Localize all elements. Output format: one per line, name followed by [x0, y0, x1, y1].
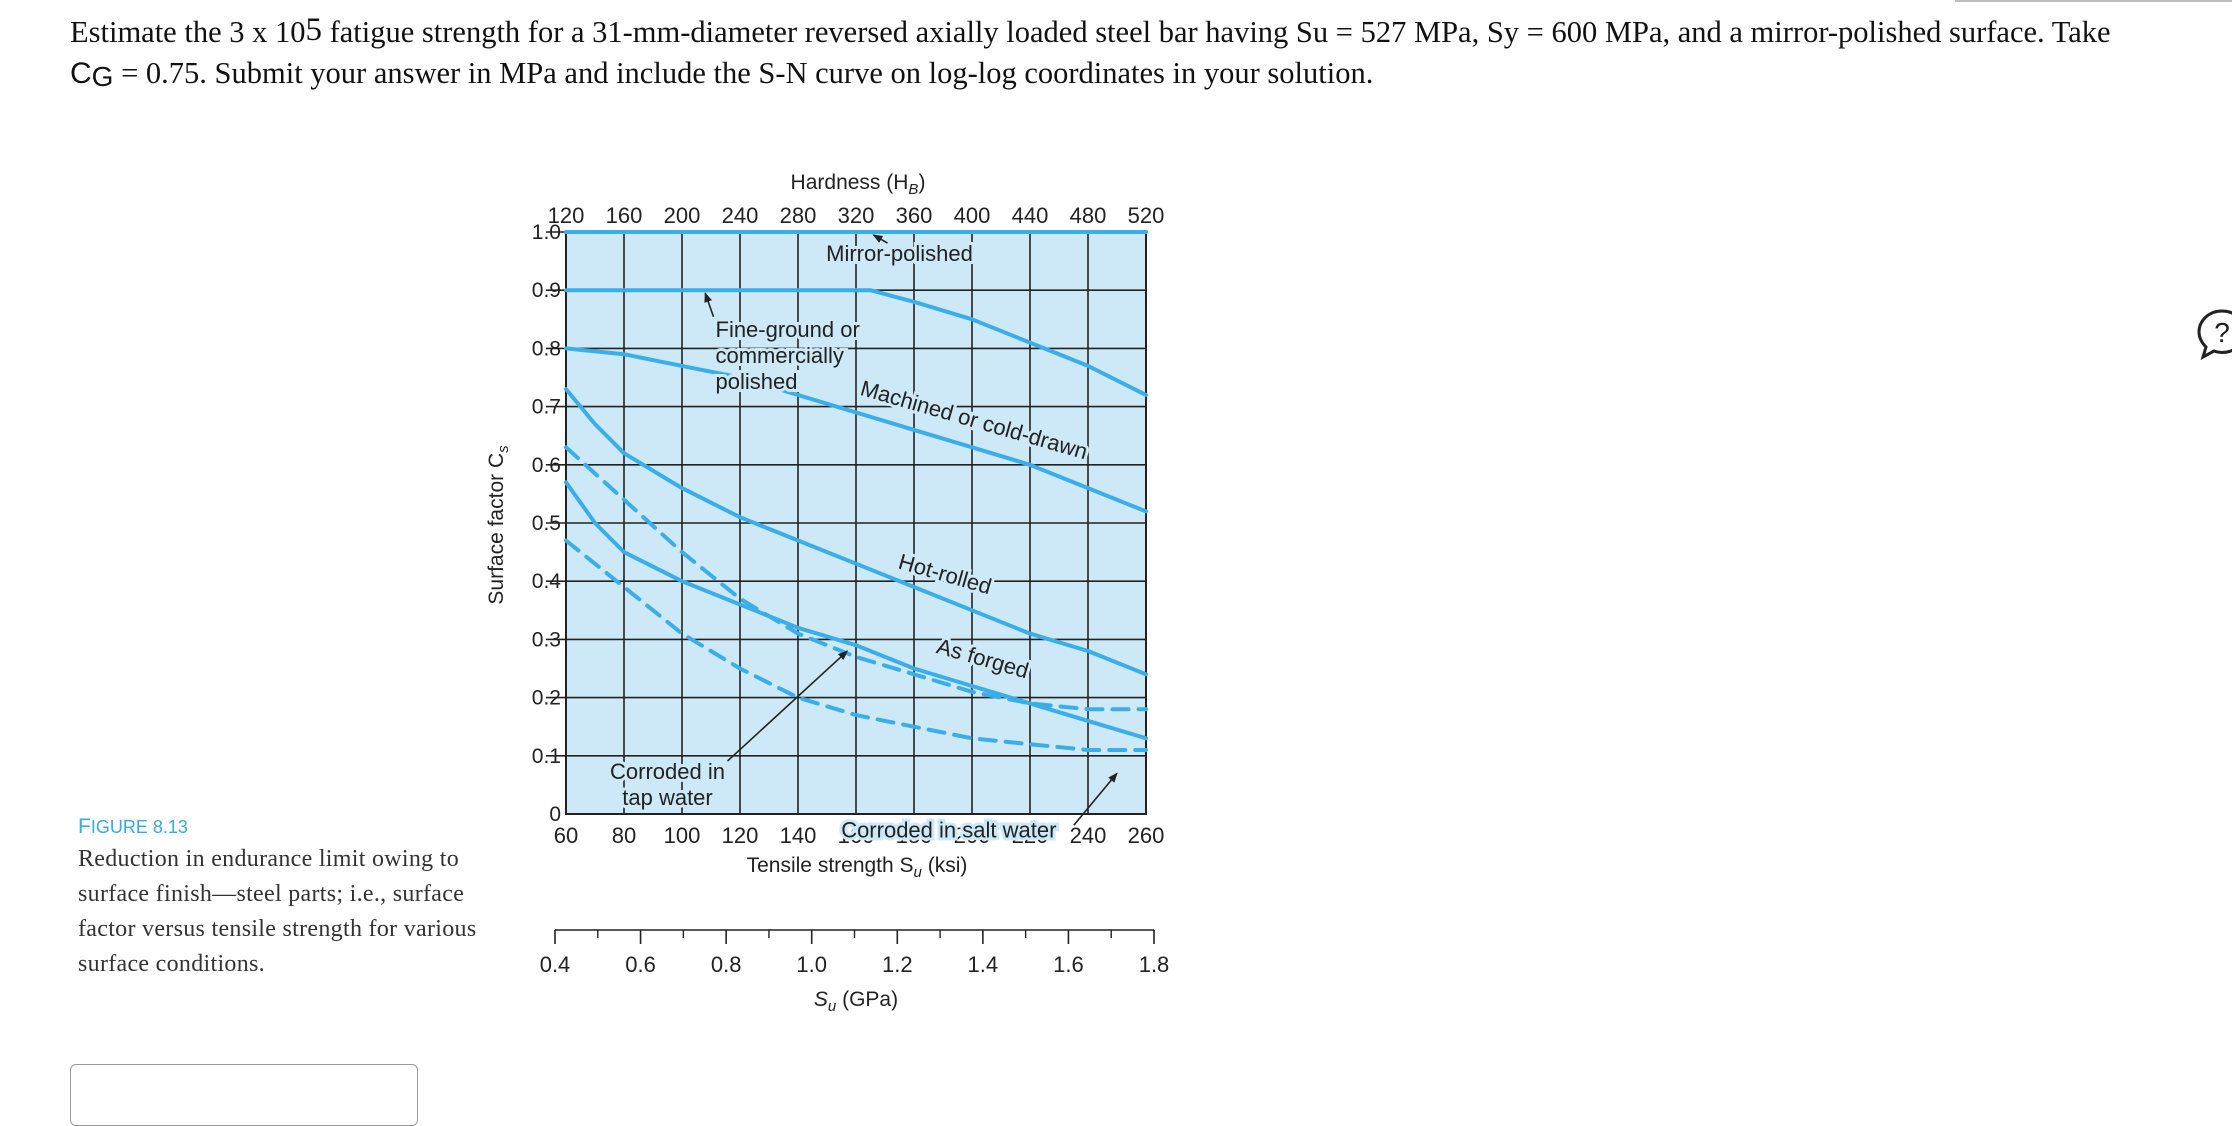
top-tick-label: 280 — [780, 203, 817, 228]
annotation-group: Mirror-polished — [823, 238, 976, 269]
x-tick-label: 220 — [1012, 823, 1049, 848]
y-tick-label: 1.0 — [532, 221, 561, 244]
top-tick-label: 320 — [838, 203, 875, 228]
annotation-label: Fine-ground or — [716, 317, 860, 342]
figure-caption: FIGURE 8.13 Reduction in endurance limit… — [78, 812, 478, 982]
y-tick-label: 0.8 — [532, 337, 561, 360]
top-tick-label: 520 — [1128, 203, 1165, 228]
y-tick-label: 0.1 — [532, 745, 561, 768]
cg-subscript: G — [91, 61, 114, 92]
help-bubble-icon[interactable]: ? — [2196, 308, 2232, 361]
top-tick-label: 200 — [664, 203, 701, 228]
gpa-tick-label: 1.0 — [796, 952, 827, 977]
x-tick-label: 80 — [612, 823, 636, 848]
y-tick-label: 0 — [549, 803, 561, 826]
top-tick-label: 120 — [548, 203, 585, 228]
svg-text:?: ? — [2214, 317, 2230, 348]
top-tick-label: 240 — [722, 203, 759, 228]
y-tick-label: 0.9 — [532, 279, 561, 302]
x-axis-title: Tensile strength Su (ksi) — [747, 854, 968, 881]
y-tick-label: 0.5 — [532, 512, 561, 535]
y-axis-title: Surface factor Cs — [485, 445, 512, 605]
x-tick-label: 240 — [1070, 823, 1107, 848]
question-part1: Estimate the 3 x 10 — [70, 15, 306, 49]
gpa-tick-label: 1.2 — [882, 952, 913, 977]
y-tick-label: 0.6 — [532, 454, 561, 477]
y-tick-label: 0.7 — [532, 396, 561, 419]
top-tick-label: 400 — [954, 203, 991, 228]
x-tick-label: 60 — [554, 823, 578, 848]
annotation-arrow — [872, 234, 888, 244]
question-text: Estimate the 3 x 105 fatigue strength fo… — [70, 12, 2220, 94]
cg-symbol: C — [70, 57, 92, 90]
curve-corroded-in-salt-water — [564, 538, 1148, 752]
annotation-label: Corroded in salt water — [841, 817, 1056, 842]
figure-label: FIGURE 8.13 — [78, 815, 188, 838]
curve-hot-rolled — [564, 387, 1148, 677]
x-tick-label: 180 — [896, 823, 933, 848]
answer-input[interactable] — [70, 1064, 418, 1126]
top-tick-label: 440 — [1012, 203, 1049, 228]
gpa-tick-label: 1.4 — [968, 952, 999, 977]
top-divider — [1955, 0, 2232, 2]
annotation-label: polished — [716, 369, 798, 394]
x-tick-label: 160 — [838, 823, 875, 848]
x-tick-label: 100 — [664, 823, 701, 848]
gpa-axis-title: Su (GPa) — [814, 988, 898, 1015]
question-part3: = 0.75. Submit your answer in MPa and in… — [113, 56, 1374, 90]
gpa-tick-label: 1.6 — [1053, 952, 1084, 977]
gpa-tick-label: 1.8 — [1139, 952, 1170, 977]
annotation-group: Corroded in salt water — [838, 814, 1059, 845]
x-tick-label: 140 — [780, 823, 817, 848]
annotation-label: tap water — [622, 785, 713, 810]
annotation-arrow — [1073, 772, 1118, 826]
question-part2: fatigue strength for a 31-mm-diameter re… — [321, 15, 2111, 49]
curve-machined-or-cold-drawn — [564, 346, 1148, 514]
annotation-label: Mirror-polished — [826, 241, 973, 266]
annotation-arrow — [704, 292, 715, 318]
annotation-arrow — [726, 650, 849, 762]
curve-corroded-in-tap-water — [564, 445, 1148, 712]
curve-fine-ground-or-commercially-polished — [564, 288, 1148, 397]
annotation-label: Corroded in — [610, 759, 725, 784]
x-tick-label: 260 — [1128, 823, 1165, 848]
y-tick-label: 0.3 — [532, 628, 561, 651]
figure-caption-text: Reduction in endurance limit owing to su… — [78, 846, 477, 977]
top-tick-label: 480 — [1070, 203, 1107, 228]
top-axis-title: Hardness (HB) — [791, 171, 926, 198]
x-tick-label: 120 — [722, 823, 759, 848]
gpa-tick-label: 0.4 — [540, 952, 571, 977]
top-tick-label: 360 — [896, 203, 933, 228]
y-tick-label: 0.2 — [532, 687, 561, 710]
question-exponent: 5 — [305, 12, 322, 48]
x-tick-label: 200 — [954, 823, 991, 848]
gpa-tick-label: 0.8 — [711, 952, 742, 977]
top-tick-label: 160 — [606, 203, 643, 228]
y-tick-label: 0.4 — [532, 570, 562, 593]
gpa-tick-label: 0.6 — [625, 952, 656, 977]
annotation-label: commercially — [716, 343, 844, 368]
